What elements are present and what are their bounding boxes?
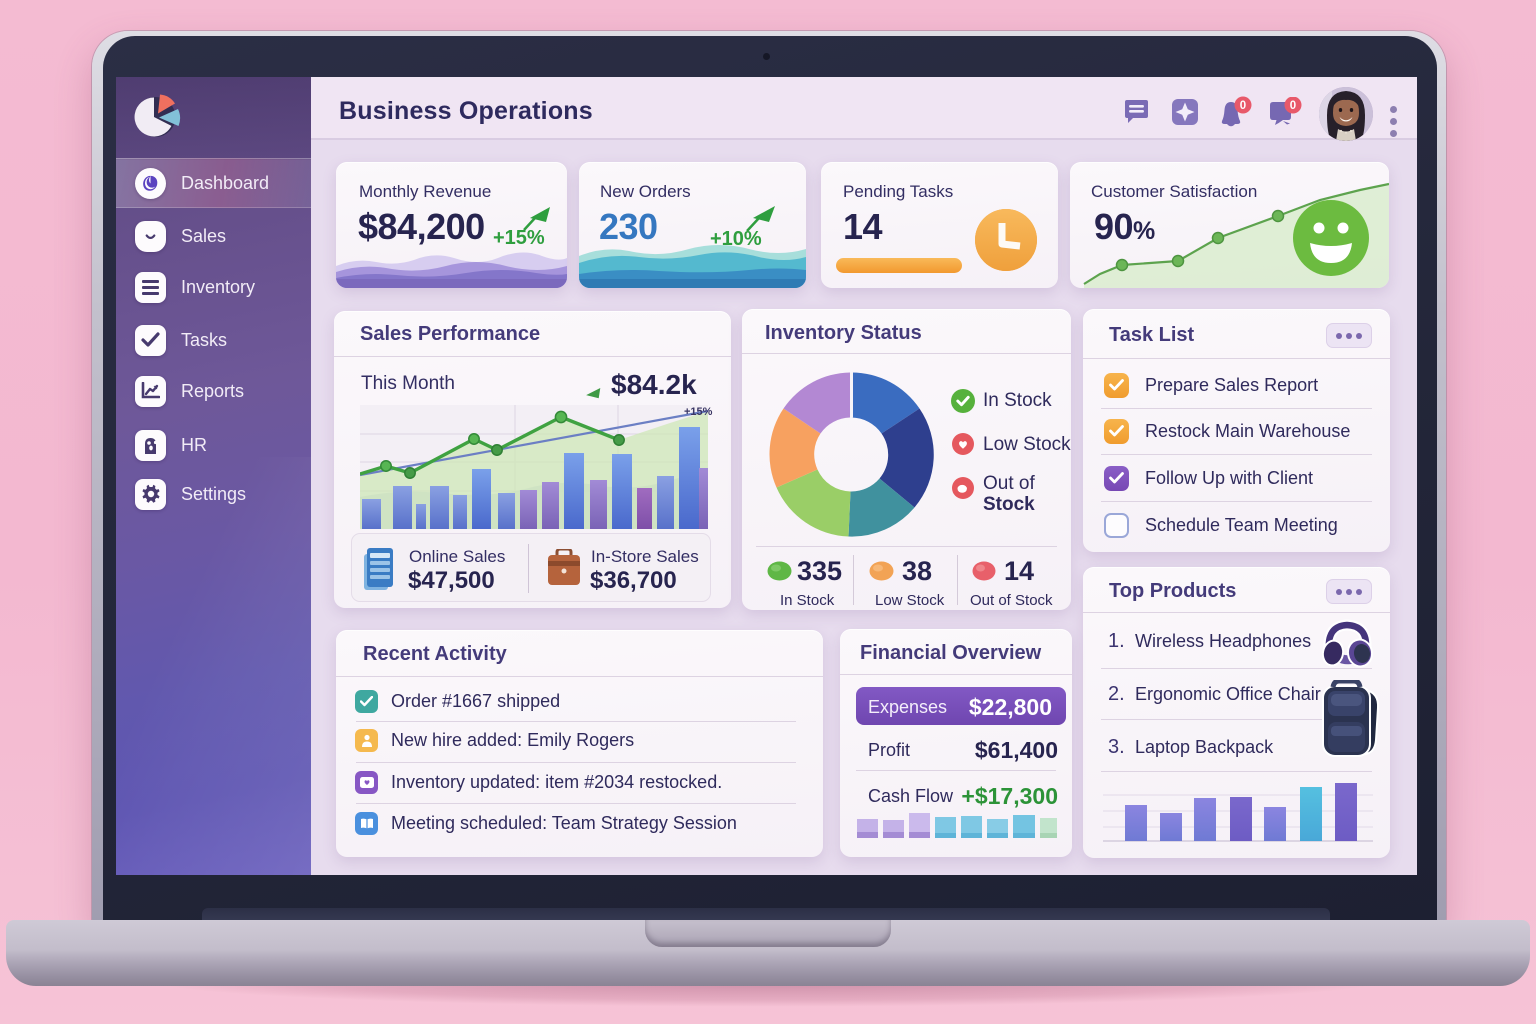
svg-text:0: 0: [1240, 100, 1246, 112]
svg-text:0: 0: [1290, 100, 1296, 112]
